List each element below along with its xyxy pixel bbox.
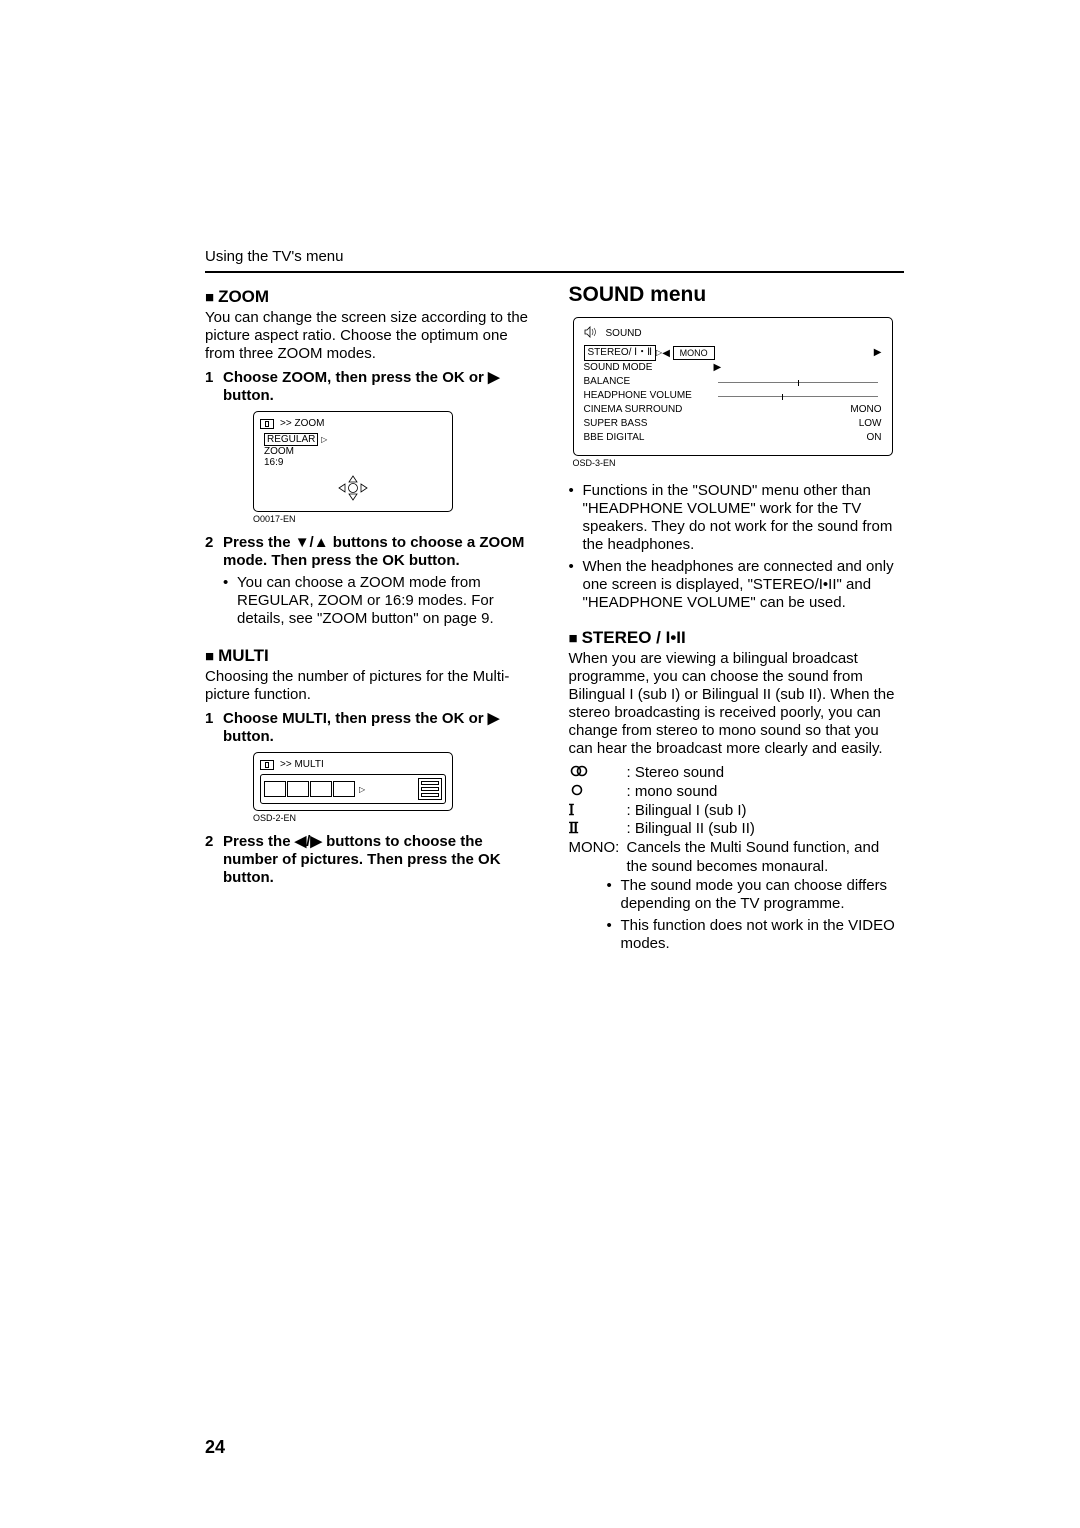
step-number: 1 — [205, 369, 223, 405]
zoom-intro: You can change the screen size according… — [205, 309, 541, 363]
sound-row-mode: SOUND MODE — [584, 361, 714, 375]
zoom-bullet-text: You can choose a ZOOM mode from REGULAR,… — [237, 574, 541, 628]
page-header: Using the TV's menu — [205, 248, 904, 265]
zoom-step1-text: Choose ZOOM, then press the OK or ▶ butt… — [223, 369, 541, 405]
sound-val-cinema: MONO — [850, 403, 881, 417]
sound-bullet-2: • When the headphones are connected and … — [569, 558, 905, 612]
glyph-b2-desc: : Bilingual II (sub II) — [627, 820, 755, 839]
step-number: 1 — [205, 710, 223, 746]
sound-menu-heading: SOUND menu — [569, 283, 905, 307]
stereo-sb2-text: This function does not work in the VIDEO… — [621, 917, 905, 953]
sound-row-balance: BALANCE — [584, 375, 714, 389]
stereo-sub-bullet-1: • The sound mode you can choose differs … — [607, 877, 905, 913]
bilingual2-glyph-icon: Ⅱ — [569, 820, 627, 839]
sound-bullet-1-text: Functions in the "SOUND" menu other than… — [583, 482, 905, 554]
zoom-osd-box: >> ZOOM REGULAR ▷ ZOOM 16:9 — [253, 411, 453, 512]
sound-row-bbe: BBE DIGITAL — [584, 431, 714, 445]
header-rule — [205, 271, 904, 273]
sound-val-bbe: ON — [867, 431, 882, 445]
zoom-heading: ■ZOOM — [205, 287, 541, 307]
zoom-heading-text: ZOOM — [218, 287, 269, 306]
content-columns: ■ZOOM You can change the screen size acc… — [205, 283, 904, 957]
left-column: ■ZOOM You can change the screen size acc… — [205, 283, 541, 957]
bilingual1-glyph-icon: Ⅰ — [569, 802, 627, 821]
zoom-osd-title: >> ZOOM — [280, 418, 324, 429]
sound-bullet-1: • Functions in the "SOUND" menu other th… — [569, 482, 905, 554]
osd-screen-icon — [260, 419, 274, 429]
glyph-list: : Stereo sound : mono sound Ⅰ: Bilingual… — [569, 764, 905, 839]
multi-heading-text: MULTI — [218, 646, 269, 665]
zoom-osd-caption: O0017-EN — [253, 514, 541, 524]
zoom-osd-item-169: 16:9 — [264, 457, 446, 468]
step-number: 2 — [205, 833, 223, 887]
mono-label: MONO: — [569, 839, 627, 877]
zoom-osd-item-regular: REGULAR — [264, 433, 318, 446]
stereo-heading-text: STEREO / I•II — [582, 628, 686, 647]
glyph-b1-desc: : Bilingual I (sub I) — [627, 802, 747, 821]
glyph-mono-desc: : mono sound — [627, 783, 718, 802]
multi-osd-box: >> MULTI ▷ — [253, 752, 453, 811]
mono-row: MONO: Cancels the Multi Sound function, … — [569, 839, 905, 877]
multi-osd-title: >> MULTI — [280, 759, 324, 770]
right-column: SOUND menu SOUND STEREO/ Ⅰ・Ⅱ ▷ ◀ MONO — [569, 283, 905, 957]
nav-arrows-icon — [260, 474, 446, 505]
multi-step2-text: Press the ◀/▶ buttons to choose the numb… — [223, 833, 541, 887]
zoom-step2-text: Press the ▼/▲ buttons to choose a ZOOM m… — [223, 534, 541, 570]
sound-row-stereo: STEREO/ Ⅰ・Ⅱ — [584, 345, 657, 361]
mono-desc: Cancels the Multi Sound function, and th… — [627, 839, 905, 877]
sound-osd-box: SOUND STEREO/ Ⅰ・Ⅱ ▷ ◀ MONO ▶ SOUND MODE▶… — [573, 317, 893, 456]
glyph-stereo-desc: : Stereo sound — [627, 764, 725, 783]
multi-intro: Choosing the number of pictures for the … — [205, 668, 541, 704]
multi-step-2: 2 Press the ◀/▶ buttons to choose the nu… — [205, 833, 541, 887]
step-number: 2 — [205, 534, 223, 570]
zoom-step-2: 2 Press the ▼/▲ buttons to choose a ZOOM… — [205, 534, 541, 570]
stereo-sb1-text: The sound mode you can choose differs de… — [621, 877, 905, 913]
multi-step-1: 1 Choose MULTI, then press the OK or ▶ b… — [205, 710, 541, 746]
osd-screen-icon — [260, 760, 274, 770]
stereo-heading: ■STEREO / I•II — [569, 628, 905, 648]
stereo-sub-bullet-2: • This function does not work in the VID… — [607, 917, 905, 953]
zoom-step-1: 1 Choose ZOOM, then press the OK or ▶ bu… — [205, 369, 541, 405]
sound-bullet-2-text: When the headphones are connected and on… — [583, 558, 905, 612]
sound-osd-caption: OSD-3-EN — [573, 458, 905, 468]
multi-step1-text: Choose MULTI, then press the OK or ▶ but… — [223, 710, 541, 746]
page-number: 24 — [205, 1437, 225, 1458]
multi-osd-caption: OSD-2-EN — [253, 813, 541, 823]
zoom-sub-bullet: • You can choose a ZOOM mode from REGULA… — [223, 574, 541, 628]
multi-heading: ■MULTI — [205, 646, 541, 666]
stereo-glyph-icon — [569, 764, 627, 783]
sound-row-superbass: SUPER BASS — [584, 417, 714, 431]
sound-row-hpvol: HEADPHONE VOLUME — [584, 389, 714, 403]
stereo-intro: When you are viewing a bilingual broadca… — [569, 650, 905, 758]
zoom-osd-item-zoom: ZOOM — [264, 446, 446, 457]
sound-row-cinema: CINEMA SURROUND — [584, 403, 714, 417]
sound-val-superbass: LOW — [859, 417, 882, 431]
mono-glyph-icon — [569, 783, 627, 802]
sound-osd-title: SOUND — [606, 328, 642, 339]
speaker-icon — [584, 326, 600, 341]
sound-mono-sel: MONO — [673, 346, 715, 361]
